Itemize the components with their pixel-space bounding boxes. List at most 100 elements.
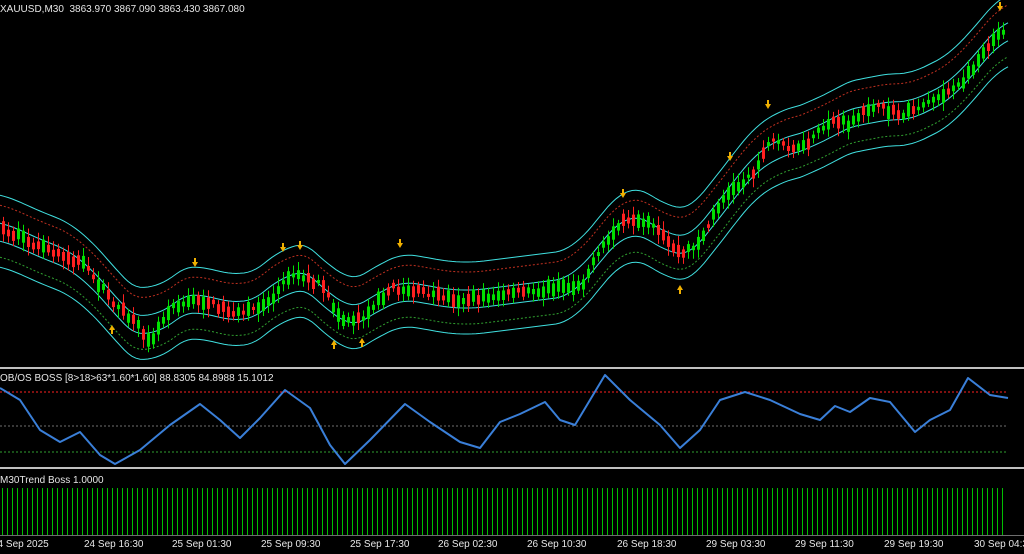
candle	[417, 285, 420, 294]
trend-bar	[977, 488, 978, 535]
price-chart-pane[interactable]: XAUUSD,M30 3863.970 3867.090 3863.430 38…	[0, 0, 1024, 367]
trend-bar	[777, 488, 778, 535]
trend-bar	[642, 488, 643, 535]
candle	[997, 28, 1000, 40]
candle	[727, 187, 730, 200]
trend-bar	[767, 488, 768, 535]
time-axis: 24 Sep 2025 24 Sep 16:30 25 Sep 01:30 25 Se…	[0, 535, 1024, 554]
candle	[822, 125, 825, 131]
candle	[547, 279, 550, 294]
candle	[872, 104, 875, 112]
trend-bar	[597, 488, 598, 535]
trend-bar	[132, 488, 133, 535]
trend-bar	[567, 488, 568, 535]
trend-bar	[887, 488, 888, 535]
candle	[817, 127, 820, 133]
trend-bar	[807, 488, 808, 535]
trend-bar	[427, 488, 428, 535]
trend-bar	[242, 488, 243, 535]
trend-bar	[842, 488, 843, 535]
time-axis-tick: 30 Sep 04:30	[974, 539, 1024, 550]
candle	[832, 116, 835, 124]
trend-bar	[592, 488, 593, 535]
candle	[172, 302, 175, 309]
candle	[772, 138, 775, 142]
candle	[102, 283, 105, 290]
candle	[97, 279, 100, 293]
trend-bar	[67, 488, 68, 535]
trend-bar	[162, 488, 163, 535]
trend-bar	[587, 488, 588, 535]
candle	[652, 223, 655, 228]
sell-arrow-icon	[192, 258, 198, 267]
trend-bar	[682, 488, 683, 535]
trend-bar	[27, 488, 28, 535]
trend-bar	[857, 488, 858, 535]
buy-arrow-icon	[109, 325, 115, 334]
time-axis-tick: 24 Sep 2025	[0, 539, 49, 550]
trend-bar	[957, 488, 958, 535]
time-axis-tick: 25 Sep 17:30	[350, 539, 410, 550]
trend-bar	[252, 488, 253, 535]
oscillator-line	[0, 374, 1009, 465]
trend-bar	[862, 488, 863, 535]
candle	[877, 103, 880, 107]
trend-bar	[347, 488, 348, 535]
sell-arrow-icon	[297, 241, 303, 250]
trend-bar	[942, 488, 943, 535]
trend-bar	[947, 488, 948, 535]
candle	[752, 169, 755, 179]
candle	[692, 245, 695, 251]
trend-bar	[847, 488, 848, 535]
candle	[312, 278, 315, 289]
candle	[82, 255, 85, 269]
candle	[357, 312, 360, 323]
trend-bar	[727, 488, 728, 535]
trend-bar	[337, 488, 338, 535]
ohlc-values: 3863.970 3867.090 3863.430 3867.080	[69, 4, 245, 15]
candle	[87, 266, 90, 271]
trend-bar	[647, 488, 648, 535]
candle	[967, 66, 970, 79]
trend-bar	[112, 488, 113, 535]
trend-bar	[422, 488, 423, 535]
candle	[212, 299, 215, 305]
trend-bar	[797, 488, 798, 535]
candle	[162, 317, 165, 324]
time-axis-tick: 26 Sep 10:30	[527, 539, 587, 550]
trend-bar	[392, 488, 393, 535]
trend-bar	[527, 488, 528, 535]
candle	[537, 288, 540, 297]
trend-bar	[247, 488, 248, 535]
trend-bar	[222, 488, 223, 535]
trend-bar	[272, 488, 273, 535]
trend-bar	[772, 488, 773, 535]
candle	[812, 134, 815, 139]
trend-bar	[107, 488, 108, 535]
pane-separator[interactable]	[0, 467, 1024, 469]
pane-separator[interactable]	[0, 367, 1024, 369]
candle	[802, 140, 805, 151]
trend-label: M30Trend Boss 1.0000	[0, 475, 104, 486]
trend-bar	[522, 488, 523, 535]
trend-bar	[962, 488, 963, 535]
sell-arrow-icon	[765, 100, 771, 109]
candle	[92, 274, 95, 280]
candle	[352, 315, 355, 326]
trend-bar	[897, 488, 898, 535]
candle	[952, 85, 955, 92]
trend-pane[interactable]: M30Trend Boss 1.0000	[0, 470, 1024, 535]
trend-bar	[207, 488, 208, 535]
candle	[902, 112, 905, 120]
candle	[987, 43, 990, 51]
trend-bar	[447, 488, 448, 535]
trend-bar	[557, 488, 558, 535]
trend-bar	[677, 488, 678, 535]
candle	[227, 306, 230, 317]
candle	[72, 256, 75, 268]
sell-arrow-icon	[727, 152, 733, 161]
candle	[272, 293, 275, 304]
trend-bar	[72, 488, 73, 535]
candle	[42, 239, 45, 253]
oscillator-pane[interactable]: OB/OS BOSS [8>18>63*1.60*1.60] 88.8305 8…	[0, 370, 1024, 467]
